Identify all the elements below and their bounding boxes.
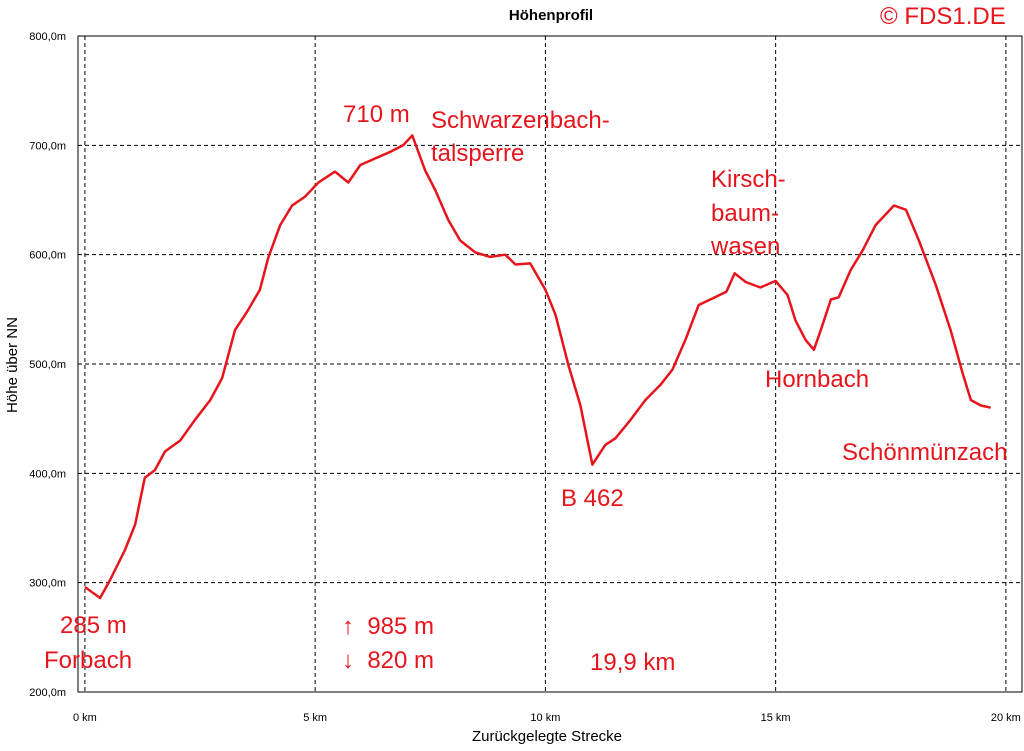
y-tick-label: 700,0m <box>29 140 66 152</box>
y-tick-label: 300,0m <box>29 578 66 590</box>
y-tick-label: 200,0m <box>29 687 66 699</box>
x-tick-label: 15 km <box>761 712 791 724</box>
x-tick-label: 20 km <box>991 712 1021 724</box>
annotation: 285 m <box>60 612 127 639</box>
chart-title: Höhenprofil <box>509 7 593 24</box>
y-tick-label: 800,0m <box>29 31 66 43</box>
annotation: Schönmünzach <box>842 439 1007 466</box>
annotation: Hornbach <box>765 366 869 393</box>
annotation: B 462 <box>561 485 624 512</box>
x-axis-label: Zurückgelegte Strecke <box>472 728 622 745</box>
x-tick-label: 10 km <box>530 712 560 724</box>
annotation: talsperre <box>431 140 524 167</box>
annotation: Forbach <box>44 647 132 674</box>
y-tick-label: 400,0m <box>29 468 66 480</box>
annotation: 710 m <box>343 101 410 128</box>
elevation-line <box>84 134 991 600</box>
annotation: ↓ 820 m <box>342 647 434 674</box>
y-tick-label: 600,0m <box>29 250 66 262</box>
annotation: wasen <box>710 233 780 260</box>
annotation: 19,9 km <box>590 649 675 676</box>
annotation: baum- <box>711 200 779 227</box>
annotation: ↑ 985 m <box>342 613 434 640</box>
x-tick-label: 0 km <box>73 712 97 724</box>
y-tick-label: 500,0m <box>29 359 66 371</box>
annotation: Schwarzenbach- <box>431 107 610 134</box>
x-tick-label: 5 km <box>303 712 327 724</box>
annotation: © FDS1.DE <box>880 3 1006 30</box>
y-axis-label: Höhe über NN <box>4 317 21 413</box>
annotation: Kirsch- <box>711 166 786 193</box>
